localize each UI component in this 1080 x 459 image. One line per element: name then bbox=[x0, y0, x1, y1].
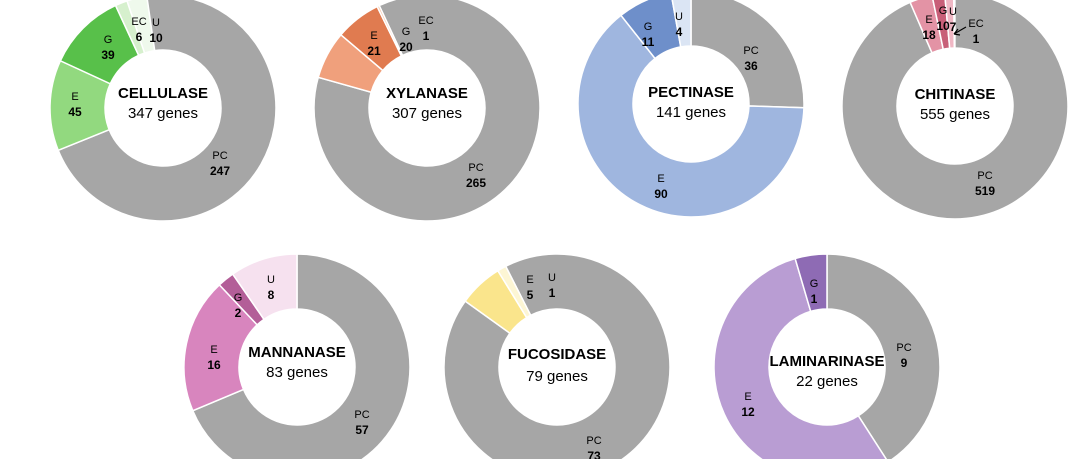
slice-value: 20 bbox=[399, 40, 413, 54]
donut-laminarinase: PC 9 E 12 G 1 LAMINARINASE 22 genes bbox=[713, 253, 941, 459]
slice-label: PC bbox=[586, 435, 601, 447]
chart-title: LAMINARINASE bbox=[770, 353, 885, 370]
slice-value: 247 bbox=[210, 164, 230, 178]
slice-label: U bbox=[949, 6, 957, 18]
slice-label: U bbox=[548, 272, 556, 284]
slice-value: 90 bbox=[654, 187, 668, 201]
slice-value: 10 bbox=[936, 19, 950, 33]
slice-e bbox=[577, 14, 805, 218]
chart-subtitle: 141 genes bbox=[656, 104, 726, 121]
slice-u bbox=[496, 265, 532, 319]
donut-cellulase: U 10 PC 247 E 45 G 39 EC 6 CELLULASE 347 genes bbox=[49, 0, 277, 222]
slice-label: E bbox=[526, 274, 533, 286]
slice-value: 1 bbox=[973, 32, 980, 46]
slice-pc bbox=[443, 253, 671, 459]
slice-value: 21 bbox=[367, 44, 381, 58]
donut-xylanase: PC 265 E 21 G 20 EC 1 XYLANASE 307 genes bbox=[313, 0, 541, 222]
slice-value: 7 bbox=[950, 20, 957, 34]
slice-value: 9 bbox=[901, 356, 908, 370]
slice-g bbox=[619, 0, 682, 60]
slice-label: G bbox=[939, 5, 948, 17]
slice-value: 73 bbox=[587, 449, 601, 459]
slice-value: 8 bbox=[268, 288, 275, 302]
slice-value: 18 bbox=[922, 28, 936, 42]
slice-value: 11 bbox=[642, 35, 655, 49]
slice-value: 2 bbox=[235, 306, 242, 320]
slice-label: G bbox=[644, 21, 653, 33]
chart-subtitle: 83 genes bbox=[266, 364, 328, 381]
chart-title: FUCOSIDASE bbox=[508, 346, 606, 363]
slice-label: G bbox=[810, 278, 819, 290]
slice-label: PC bbox=[468, 162, 483, 174]
slice-label: PC bbox=[212, 150, 227, 162]
slice-label: E bbox=[71, 91, 78, 103]
slice-value: 1 bbox=[811, 292, 818, 306]
slice-value: 4 bbox=[676, 25, 683, 39]
chart-title: XYLANASE bbox=[386, 85, 468, 102]
slice-u bbox=[671, 0, 692, 48]
chart-subtitle: 555 genes bbox=[920, 106, 990, 123]
slice-pc bbox=[826, 253, 941, 459]
slice-label: U bbox=[267, 274, 275, 286]
chart-subtitle: 22 genes bbox=[796, 373, 858, 390]
donut-chitinase: EC 1 PC 519 E 18G 10U 7 CHITINASE 555 genes bbox=[841, 0, 1069, 220]
chart-title: MANNANASE bbox=[248, 344, 346, 361]
slice-pc bbox=[313, 0, 541, 222]
slice-label: G bbox=[104, 34, 113, 46]
slice-label: EC bbox=[418, 15, 433, 27]
slice-label: EC bbox=[131, 16, 146, 28]
slice-value: 12 bbox=[741, 405, 755, 419]
donut-pectinase: PC 36 E 90 G 11 U 4 PECTINASE 141 genes bbox=[577, 0, 805, 218]
slice-pc bbox=[690, 0, 805, 109]
slice-label: PC bbox=[354, 409, 369, 421]
slice-value: 6 bbox=[136, 30, 143, 44]
slice-label: PC bbox=[977, 170, 992, 182]
slice-value: 57 bbox=[355, 423, 369, 437]
slice-value: 265 bbox=[466, 176, 486, 190]
slice-value: 1 bbox=[549, 286, 556, 300]
slice-label: U bbox=[675, 11, 683, 23]
slice-value: 39 bbox=[101, 48, 115, 62]
slice-u bbox=[231, 253, 298, 321]
slice-label: G bbox=[402, 26, 411, 38]
slice-label: G bbox=[234, 292, 243, 304]
slice-pc bbox=[57, 0, 277, 222]
slice-value: 10 bbox=[149, 31, 163, 45]
slice-label: PC bbox=[896, 342, 911, 354]
slice-value: 36 bbox=[744, 59, 758, 73]
donut-fucosidase: PC 73 E 5 U 1 FUCOSIDASE 79 genes bbox=[443, 253, 671, 459]
slice-label: PC bbox=[743, 45, 758, 57]
slice-label: EC bbox=[968, 18, 983, 30]
slice-ec bbox=[114, 0, 146, 57]
slice-value: 16 bbox=[207, 358, 221, 372]
slice-value: 45 bbox=[68, 105, 82, 119]
chart-title: CELLULASE bbox=[118, 85, 208, 102]
slice-e bbox=[713, 257, 888, 459]
slice-ec bbox=[376, 4, 404, 57]
chart-title: PECTINASE bbox=[648, 84, 734, 101]
slice-label: E bbox=[210, 344, 217, 356]
chart-title: CHITINASE bbox=[915, 86, 996, 103]
slice-value: 1 bbox=[423, 29, 430, 43]
slice-label: E bbox=[370, 30, 377, 42]
chart-subtitle: 79 genes bbox=[526, 368, 588, 385]
slice-value: 519 bbox=[975, 184, 995, 198]
chart-subtitle: 347 genes bbox=[128, 105, 198, 122]
leader-arrow-icon bbox=[953, 26, 967, 36]
slice-g bbox=[794, 253, 828, 313]
slice-label: E bbox=[744, 391, 751, 403]
slice-pc bbox=[841, 0, 1069, 220]
slice-pc bbox=[191, 253, 411, 459]
donut-mannanase: PC 57 E 16 G 2 U 8 MANNANASE 83 genes bbox=[183, 253, 411, 459]
slice-u bbox=[944, 0, 956, 50]
slice-label: E bbox=[657, 173, 664, 185]
slice-label: U bbox=[152, 17, 160, 29]
slice-label: E bbox=[925, 14, 932, 26]
chart-subtitle: 307 genes bbox=[392, 105, 462, 122]
slice-value: 5 bbox=[527, 288, 534, 302]
